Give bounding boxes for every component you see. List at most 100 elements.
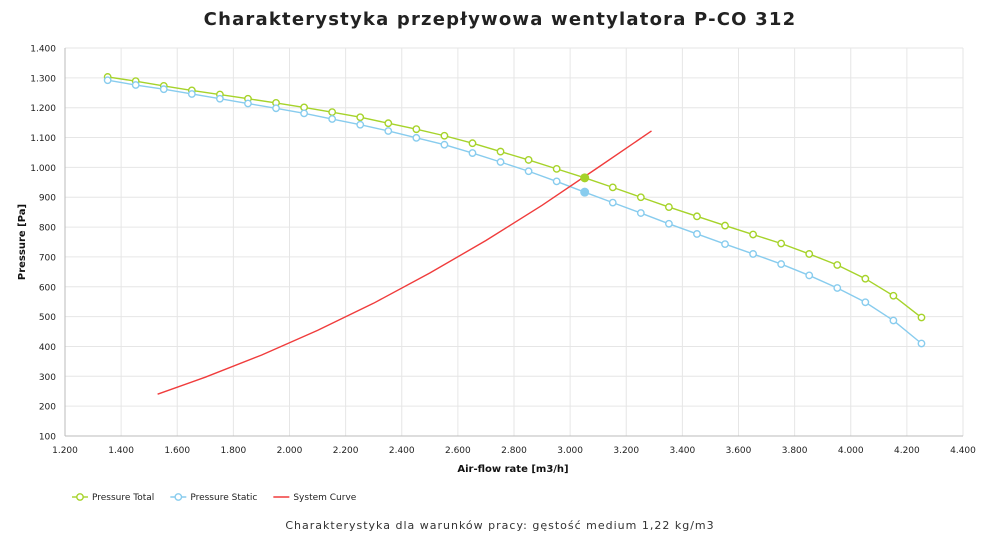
pressure-total-point[interactable]: [777, 239, 786, 248]
pressure-total-point[interactable]: [356, 113, 365, 122]
x-tick-label: 3.800: [782, 446, 808, 456]
pressure-static-point[interactable]: [328, 115, 337, 123]
pressure-static-point[interactable]: [861, 298, 870, 307]
pressure-total-point[interactable]: [889, 291, 898, 300]
pressure-total-operating-point[interactable]: [580, 173, 590, 183]
x-tick-label: 1.200: [52, 446, 78, 456]
legend[interactable]: Pressure Total Pressure Static System Curv…: [72, 493, 357, 503]
y-tick-label: 1.100: [30, 134, 56, 144]
y-tick-label: 500: [39, 313, 56, 323]
x-tick-label: 2.400: [389, 446, 415, 456]
pressure-static-point[interactable]: [917, 339, 926, 348]
y-tick-label: 100: [39, 433, 56, 443]
pressure-static-point[interactable]: [440, 140, 449, 149]
pressure-static-point[interactable]: [187, 90, 196, 98]
pressure-static-point[interactable]: [103, 76, 112, 85]
x-tick-label: 2.000: [277, 446, 303, 456]
pressure-static-point[interactable]: [412, 133, 421, 142]
pressure-static-line: [107, 79, 922, 345]
pressure-static-point[interactable]: [777, 260, 786, 268]
axes: [64, 48, 963, 437]
x-tick-label: 4.000: [838, 446, 864, 456]
pressure-total-point[interactable]: [749, 230, 757, 239]
pressure-total-point[interactable]: [721, 221, 729, 230]
x-tick-label: 2.600: [445, 446, 471, 456]
y-tick-label: 600: [39, 283, 56, 293]
pressure-total-line: [107, 76, 922, 319]
pressure-static-point[interactable]: [833, 284, 842, 292]
pressure-static-point[interactable]: [356, 120, 365, 129]
pressure-static-point[interactable]: [159, 85, 168, 94]
pressure-total-point[interactable]: [665, 203, 673, 211]
chart-subtitle: Charakterystyka dla warunków pracy: gęst…: [285, 519, 715, 532]
legend-swatch-marker: [174, 493, 183, 501]
legend-swatch-marker: [76, 493, 84, 501]
pressure-static-point[interactable]: [468, 149, 477, 157]
pressure-static-point[interactable]: [693, 230, 701, 238]
legend-label: System Curve: [293, 493, 356, 503]
y-tick-label: 700: [39, 253, 56, 263]
pressure-static-operating-point[interactable]: [580, 187, 590, 197]
y-axis-label: Pressure [Pa]: [17, 204, 28, 280]
x-axis-label: Air-flow rate [m3/h]: [457, 464, 568, 475]
chart-title: Charakterystyka przepływowa wentylatora …: [203, 9, 797, 30]
pressure-total-point[interactable]: [384, 119, 393, 128]
y-axis-ticks: 100 200 300 400 500 600 700 800 900 1.000 1.100 1.2…: [30, 45, 56, 443]
y-tick-label: 900: [39, 194, 56, 204]
x-tick-label: 1.400: [108, 446, 134, 456]
x-tick-label: 2.800: [501, 446, 527, 456]
pressure-total-point[interactable]: [468, 139, 477, 148]
pressure-total-point[interactable]: [412, 125, 421, 134]
series-layer: [103, 73, 926, 395]
pressure-static-point[interactable]: [524, 167, 533, 176]
y-tick-label: 1.200: [30, 104, 56, 114]
pressure-total-point[interactable]: [440, 131, 449, 140]
pressure-static-point[interactable]: [216, 94, 224, 103]
series-pressure-static: [103, 76, 926, 348]
pressure-total-point[interactable]: [608, 183, 617, 192]
y-tick-label: 400: [39, 343, 56, 353]
pressure-static-point[interactable]: [749, 250, 757, 258]
pressure-static-point[interactable]: [300, 109, 308, 118]
pressure-total-point[interactable]: [861, 274, 870, 283]
legend-item-system-curve[interactable]: System Curve: [273, 493, 357, 503]
pressure-total-point[interactable]: [833, 261, 842, 269]
legend-label: Pressure Static: [190, 493, 257, 503]
pressure-static-point[interactable]: [889, 316, 898, 325]
pressure-total-point[interactable]: [496, 147, 505, 156]
y-tick-label: 200: [39, 403, 56, 413]
legend-item-pressure-total[interactable]: Pressure Total: [72, 493, 154, 503]
pressure-static-point[interactable]: [244, 99, 252, 108]
series-system-curve: [157, 130, 652, 395]
pressure-total-point[interactable]: [552, 164, 561, 173]
pressure-static-point[interactable]: [272, 104, 280, 113]
pressure-total-point[interactable]: [636, 193, 645, 202]
x-tick-label: 4.200: [894, 446, 920, 456]
y-tick-label: 1.400: [30, 45, 56, 55]
x-tick-label: 1.600: [164, 446, 190, 456]
pressure-static-point[interactable]: [805, 271, 814, 280]
pressure-static-point[interactable]: [552, 177, 561, 186]
legend-label: Pressure Total: [92, 493, 154, 503]
pressure-static-point[interactable]: [608, 198, 617, 207]
pressure-total-point[interactable]: [524, 156, 533, 164]
pressure-total-point[interactable]: [328, 108, 337, 117]
legend-item-pressure-static[interactable]: Pressure Static: [170, 493, 257, 503]
pressure-total-point[interactable]: [693, 212, 701, 221]
x-tick-label: 1.800: [220, 446, 246, 456]
pressure-static-point[interactable]: [665, 219, 673, 228]
pressure-static-point[interactable]: [721, 240, 729, 248]
x-tick-label: 3.400: [669, 446, 695, 456]
pressure-static-point[interactable]: [636, 209, 645, 217]
x-tick-label: 3.000: [557, 446, 583, 456]
x-tick-label: 3.200: [613, 446, 639, 456]
pressure-static-point[interactable]: [131, 81, 140, 89]
pressure-static-point[interactable]: [496, 158, 505, 166]
pressure-total-point[interactable]: [805, 250, 814, 258]
grid-lines: [64, 47, 964, 437]
pressure-total-point[interactable]: [917, 313, 926, 322]
pressure-static-point[interactable]: [384, 127, 393, 135]
x-tick-label: 2.200: [333, 446, 359, 456]
y-tick-label: 1.300: [30, 74, 56, 84]
